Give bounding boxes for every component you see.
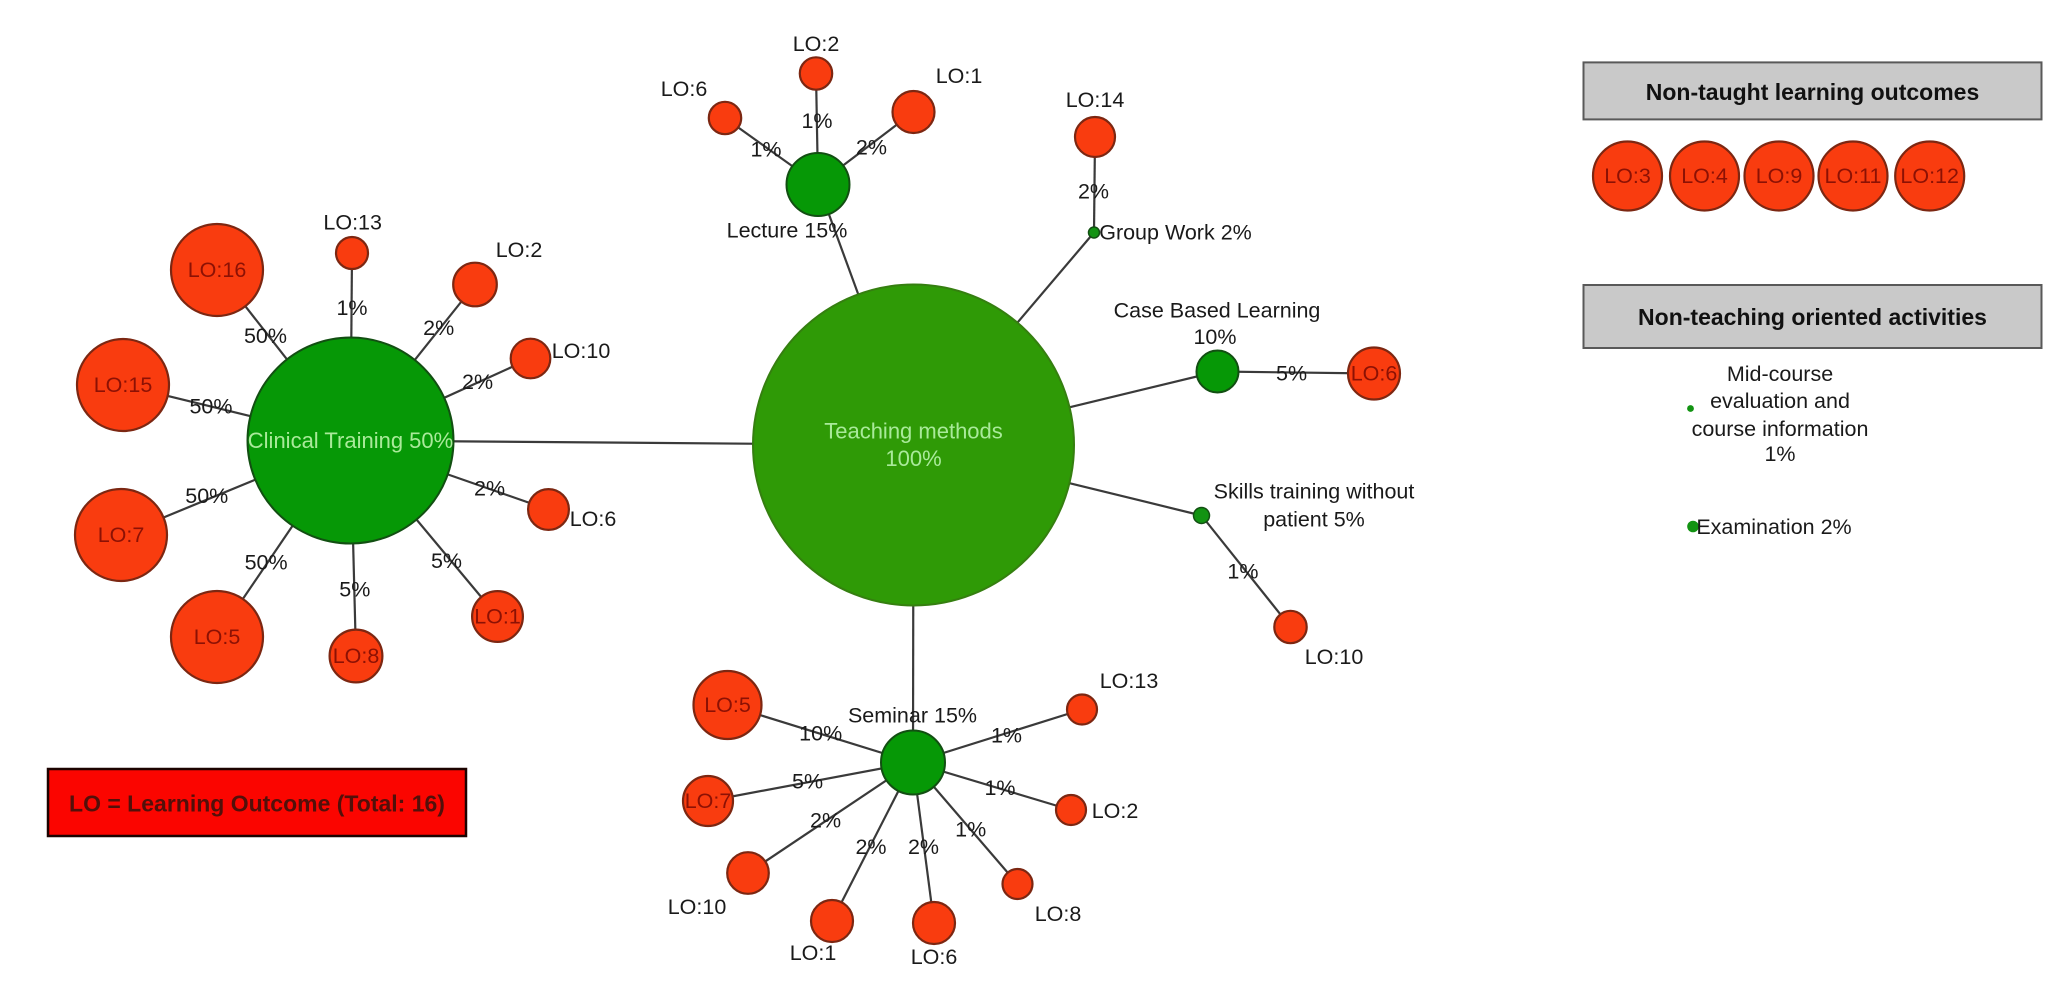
- svg-text:LO:4: LO:4: [1681, 164, 1728, 188]
- svg-text:LO:15: LO:15: [94, 373, 153, 397]
- svg-text:2%: 2%: [810, 809, 841, 833]
- svg-text:LO:8: LO:8: [1035, 902, 1082, 926]
- svg-text:LO:3: LO:3: [1604, 164, 1651, 188]
- svg-text:LO:6: LO:6: [911, 945, 958, 969]
- svg-text:50%: 50%: [189, 395, 232, 419]
- svg-text:2%: 2%: [908, 835, 939, 859]
- svg-text:1%: 1%: [336, 296, 367, 320]
- svg-text:10%: 10%: [1193, 325, 1236, 349]
- svg-text:LO:6: LO:6: [661, 77, 708, 101]
- svg-text:2%: 2%: [462, 370, 493, 394]
- svg-text:LO:6: LO:6: [1351, 362, 1398, 386]
- svg-text:LO:10: LO:10: [1305, 645, 1364, 669]
- svg-text:Examination 2%: Examination 2%: [1696, 515, 1851, 539]
- svg-text:LO:13: LO:13: [1100, 669, 1159, 693]
- svg-text:1%: 1%: [984, 776, 1015, 800]
- svg-text:2%: 2%: [855, 835, 886, 859]
- svg-text:LO:1: LO:1: [790, 941, 837, 965]
- svg-text:LO = Learning Outcome (Total:: LO = Learning Outcome (Total: 16): [69, 791, 445, 817]
- svg-text:10%: 10%: [799, 721, 842, 745]
- svg-text:Clinical Training 50%: Clinical Training 50%: [248, 428, 453, 453]
- svg-text:LO:16: LO:16: [188, 258, 247, 282]
- svg-text:1%: 1%: [1227, 559, 1258, 583]
- svg-text:1%: 1%: [750, 137, 781, 161]
- svg-text:Seminar 15%: Seminar 15%: [848, 704, 977, 728]
- svg-text:course information: course information: [1692, 417, 1869, 441]
- svg-text:5%: 5%: [1276, 361, 1307, 385]
- svg-text:Case Based Learning: Case Based Learning: [1114, 298, 1321, 322]
- svg-text:LO:7: LO:7: [98, 523, 145, 547]
- svg-text:LO:9: LO:9: [1756, 164, 1803, 188]
- svg-text:2%: 2%: [1078, 180, 1109, 204]
- svg-text:1%: 1%: [801, 109, 832, 133]
- svg-text:50%: 50%: [185, 484, 228, 508]
- svg-text:LO:10: LO:10: [552, 339, 611, 363]
- svg-text:2%: 2%: [856, 135, 887, 159]
- svg-text:LO:5: LO:5: [194, 625, 241, 649]
- svg-text:Mid-course: Mid-course: [1727, 362, 1833, 386]
- svg-text:LO:12: LO:12: [1900, 164, 1959, 188]
- svg-text:LO:13: LO:13: [323, 210, 382, 234]
- svg-text:1%: 1%: [955, 818, 986, 842]
- svg-text:2%: 2%: [474, 477, 505, 501]
- svg-text:LO:8: LO:8: [333, 644, 380, 668]
- svg-text:Non-teaching oriented activiti: Non-teaching oriented activities: [1638, 304, 1987, 330]
- svg-text:Group Work 2%: Group Work 2%: [1099, 221, 1252, 245]
- svg-text:LO:14: LO:14: [1066, 88, 1125, 112]
- svg-text:50%: 50%: [245, 550, 288, 574]
- svg-text:LO:11: LO:11: [1825, 164, 1882, 188]
- svg-text:100%: 100%: [885, 446, 941, 471]
- svg-text:50%: 50%: [244, 324, 287, 348]
- svg-text:LO:1: LO:1: [474, 605, 521, 629]
- svg-text:LO:10: LO:10: [668, 895, 727, 919]
- svg-text:evaluation and: evaluation and: [1710, 389, 1850, 413]
- svg-text:Lecture 15%: Lecture 15%: [727, 219, 848, 243]
- svg-text:LO:2: LO:2: [496, 238, 543, 262]
- svg-text:Non-taught learning outcomes: Non-taught learning outcomes: [1646, 79, 1980, 105]
- svg-text:Teaching methods: Teaching methods: [824, 419, 1003, 444]
- svg-text:LO:5: LO:5: [704, 693, 751, 717]
- svg-text:LO:2: LO:2: [1092, 799, 1139, 823]
- svg-text:5%: 5%: [792, 769, 823, 793]
- svg-text:LO:6: LO:6: [570, 507, 617, 531]
- svg-text:1%: 1%: [1764, 442, 1795, 466]
- svg-text:5%: 5%: [431, 549, 462, 573]
- svg-text:Skills training without: Skills training without: [1214, 480, 1415, 504]
- svg-text:LO:2: LO:2: [793, 32, 840, 56]
- svg-text:5%: 5%: [339, 577, 370, 601]
- svg-text:patient 5%: patient 5%: [1263, 508, 1365, 532]
- svg-text:2%: 2%: [423, 316, 454, 340]
- svg-text:LO:7: LO:7: [685, 789, 732, 813]
- svg-text:LO:1: LO:1: [936, 64, 983, 88]
- svg-text:1%: 1%: [991, 724, 1022, 748]
